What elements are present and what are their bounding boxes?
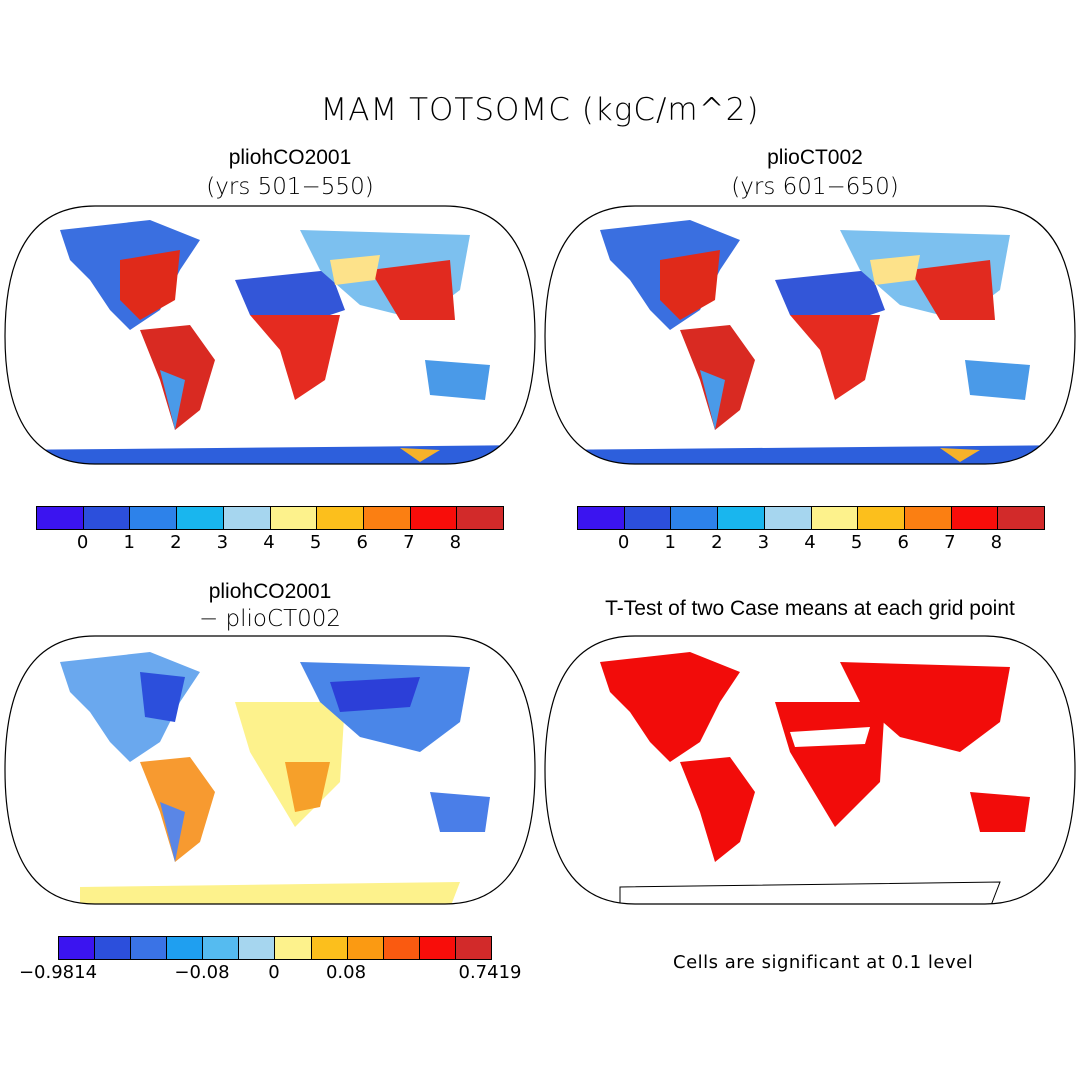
panel1-title: pliohCO2001	[228, 146, 352, 169]
colorbar-panel1	[36, 506, 504, 530]
colorbar-tick-label: 2	[170, 532, 182, 553]
colorbar-tick-label: 4	[804, 532, 816, 553]
colorbar-tick-label: −0.9814	[18, 962, 98, 983]
colorbar-tick-label: 5	[850, 532, 863, 553]
colorbar-swatch	[671, 507, 719, 529]
panel3-title: pliohCO2001	[208, 580, 332, 603]
colorbar-tick-label: 0.08	[325, 962, 367, 983]
colorbar-swatch	[624, 507, 672, 529]
colorbar-swatch	[457, 507, 504, 529]
colorbar-swatch	[311, 937, 348, 959]
map-plioct002	[544, 205, 1076, 465]
colorbar-tick-label: 1	[123, 532, 135, 553]
colorbar-tick-label: 6	[356, 532, 368, 553]
colorbar-swatch	[410, 507, 458, 529]
colorbar-tick-label: 4	[263, 532, 275, 553]
colorbar-swatch	[223, 507, 271, 529]
panel4-title: T-Test of two Case means at each grid po…	[605, 597, 1015, 620]
panel2-subtitle: (yrs 601−650)	[731, 174, 899, 200]
map-ttest	[544, 635, 1076, 905]
colorbar-panel2	[577, 506, 1045, 530]
colorbar-swatch	[764, 507, 812, 529]
colorbar-swatch	[383, 937, 420, 959]
figure-title: MAM TOTSOMC (kgC/m^2)	[320, 92, 760, 128]
colorbar-tick-label: 7	[944, 532, 956, 553]
colorbar-swatch	[904, 507, 952, 529]
colorbar-tick-label: 2	[711, 532, 723, 553]
colorbar-swatch	[239, 937, 276, 959]
colorbar-swatch	[59, 937, 96, 959]
colorbar-swatch	[37, 507, 84, 529]
colorbar-swatch	[177, 507, 224, 529]
colorbar-tick-label: 3	[216, 532, 229, 553]
colorbar-swatch	[270, 507, 318, 529]
colorbar-swatch	[130, 507, 178, 529]
colorbar-swatch	[998, 507, 1045, 529]
colorbar-swatch	[363, 507, 411, 529]
significance-note: Cells are significant at 0.1 level	[673, 952, 974, 973]
colorbar-tick-label: 3	[757, 532, 770, 553]
colorbar-tick-label: 6	[897, 532, 909, 553]
colorbar-swatch	[317, 507, 364, 529]
colorbar-difference	[58, 936, 492, 960]
colorbar-swatch	[858, 507, 905, 529]
panel2-title: plioCT002	[767, 146, 863, 169]
colorbar-tick-label: 0	[268, 962, 280, 983]
colorbar-swatch	[95, 937, 132, 959]
colorbar-tick-label: 0.7419	[458, 962, 522, 983]
colorbar-tick-label: 7	[403, 532, 415, 553]
colorbar-swatch	[131, 937, 168, 959]
colorbar-swatch	[275, 937, 312, 959]
colorbar-swatch	[951, 507, 999, 529]
colorbar-swatch	[83, 507, 131, 529]
colorbar-swatch	[203, 937, 240, 959]
colorbar-swatch	[167, 937, 204, 959]
colorbar-swatch	[347, 937, 384, 959]
colorbar-swatch	[419, 937, 456, 959]
colorbar-tick-label: 8	[990, 532, 1003, 553]
panel1-subtitle: (yrs 501−550)	[206, 174, 374, 200]
colorbar-tick-label: 1	[664, 532, 676, 553]
colorbar-tick-label: 8	[449, 532, 462, 553]
map-difference	[4, 635, 536, 905]
colorbar-tick-label: −0.08	[174, 962, 230, 983]
colorbar-swatch	[718, 507, 765, 529]
colorbar-swatch	[455, 937, 491, 959]
panel3-subtitle: − plioCT002	[198, 606, 342, 632]
colorbar-tick-label: 5	[309, 532, 322, 553]
colorbar-swatch	[578, 507, 625, 529]
colorbar-swatch	[811, 507, 859, 529]
colorbar-tick-label: 0	[617, 532, 630, 553]
map-pliohco2001	[4, 205, 536, 465]
colorbar-tick-label: 0	[76, 532, 89, 553]
